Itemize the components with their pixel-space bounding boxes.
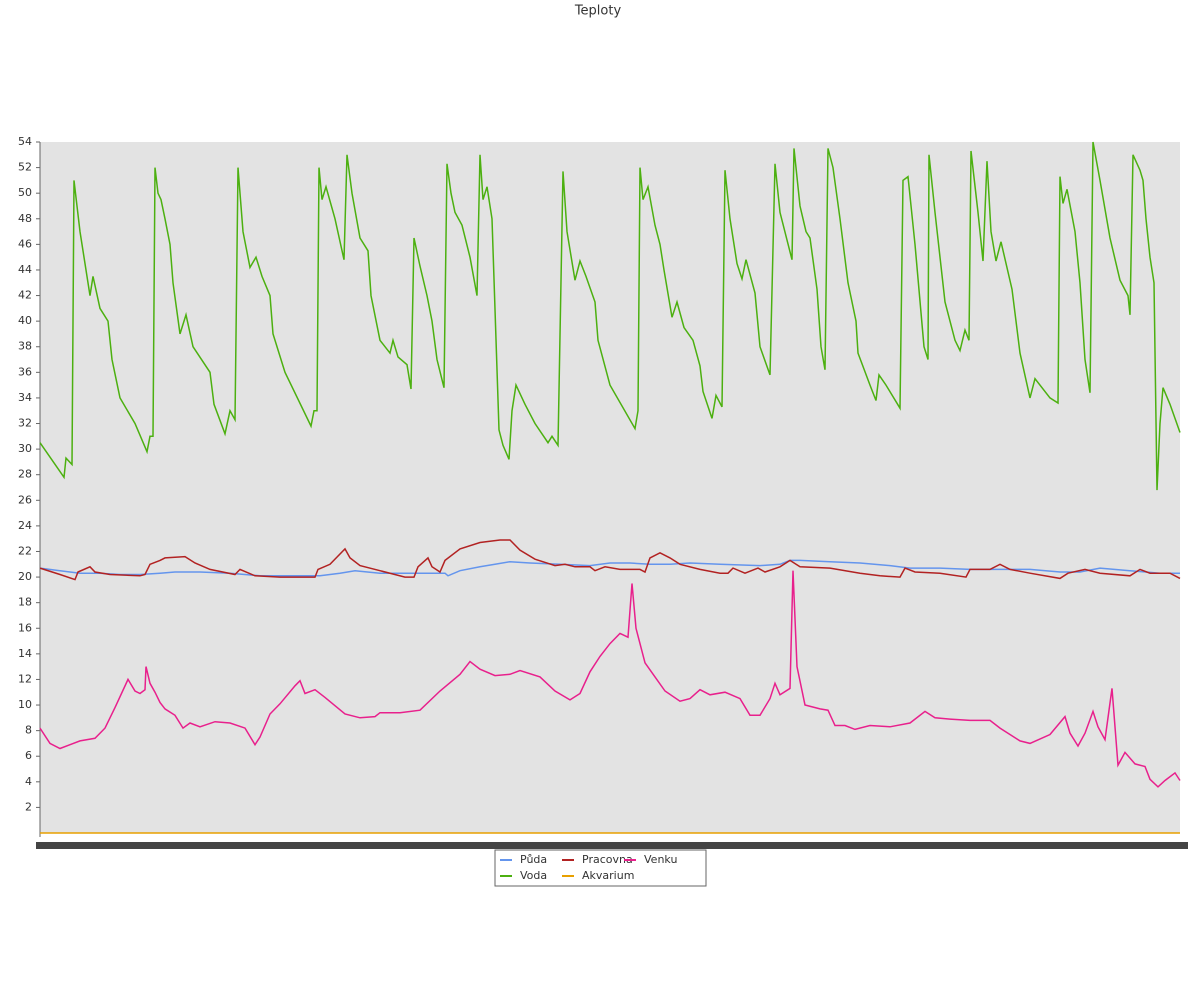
- y-tick-label: 8: [25, 724, 32, 737]
- legend-label: Akvarium: [582, 869, 634, 882]
- legend-label: Půda: [520, 853, 547, 866]
- y-tick-label: 40: [18, 314, 32, 327]
- y-tick-label: 46: [18, 237, 32, 250]
- y-tick-label: 2: [25, 800, 32, 813]
- line-series: [39, 141, 1181, 491]
- y-tick-label: 50: [18, 186, 32, 199]
- y-tick-label: 12: [18, 672, 32, 685]
- y-tick-label: 36: [18, 365, 32, 378]
- y-tick-label: 44: [18, 263, 32, 276]
- line-series: [39, 570, 1181, 788]
- y-tick-label: 18: [18, 596, 32, 609]
- y-tick-label: 22: [18, 544, 32, 557]
- y-tick-label: 20: [18, 570, 32, 583]
- y-tick-label: 16: [18, 621, 32, 634]
- legend-label: Voda: [520, 869, 547, 882]
- y-tick-label: 28: [18, 468, 32, 481]
- y-tick-label: 4: [25, 775, 32, 788]
- x-tick-labels-overlap: [36, 842, 1188, 849]
- legend-box: [494, 849, 707, 887]
- y-tick-label: 38: [18, 340, 32, 353]
- legend-label: Pracovna: [582, 853, 633, 866]
- y-tick-label: 32: [18, 417, 32, 430]
- legend-label: Venku: [644, 853, 677, 866]
- y-tick-label: 14: [18, 647, 32, 660]
- y-tick-label: 34: [18, 391, 32, 404]
- y-tick-label: 24: [18, 519, 32, 532]
- y-tick-label: 6: [25, 749, 32, 762]
- y-tick-label: 26: [18, 493, 32, 506]
- line-series: [39, 559, 1180, 577]
- chart-title: Teploty: [574, 4, 622, 19]
- plot-area: [40, 142, 1180, 833]
- y-tick-label: 52: [18, 161, 32, 174]
- y-tick-label: 30: [18, 442, 32, 455]
- line-series: [39, 539, 1181, 581]
- y-tick-label: 48: [18, 212, 32, 225]
- y-tick-label: 42: [18, 289, 32, 302]
- y-tick-label: 10: [18, 698, 32, 711]
- y-tick-label: 54: [18, 135, 32, 148]
